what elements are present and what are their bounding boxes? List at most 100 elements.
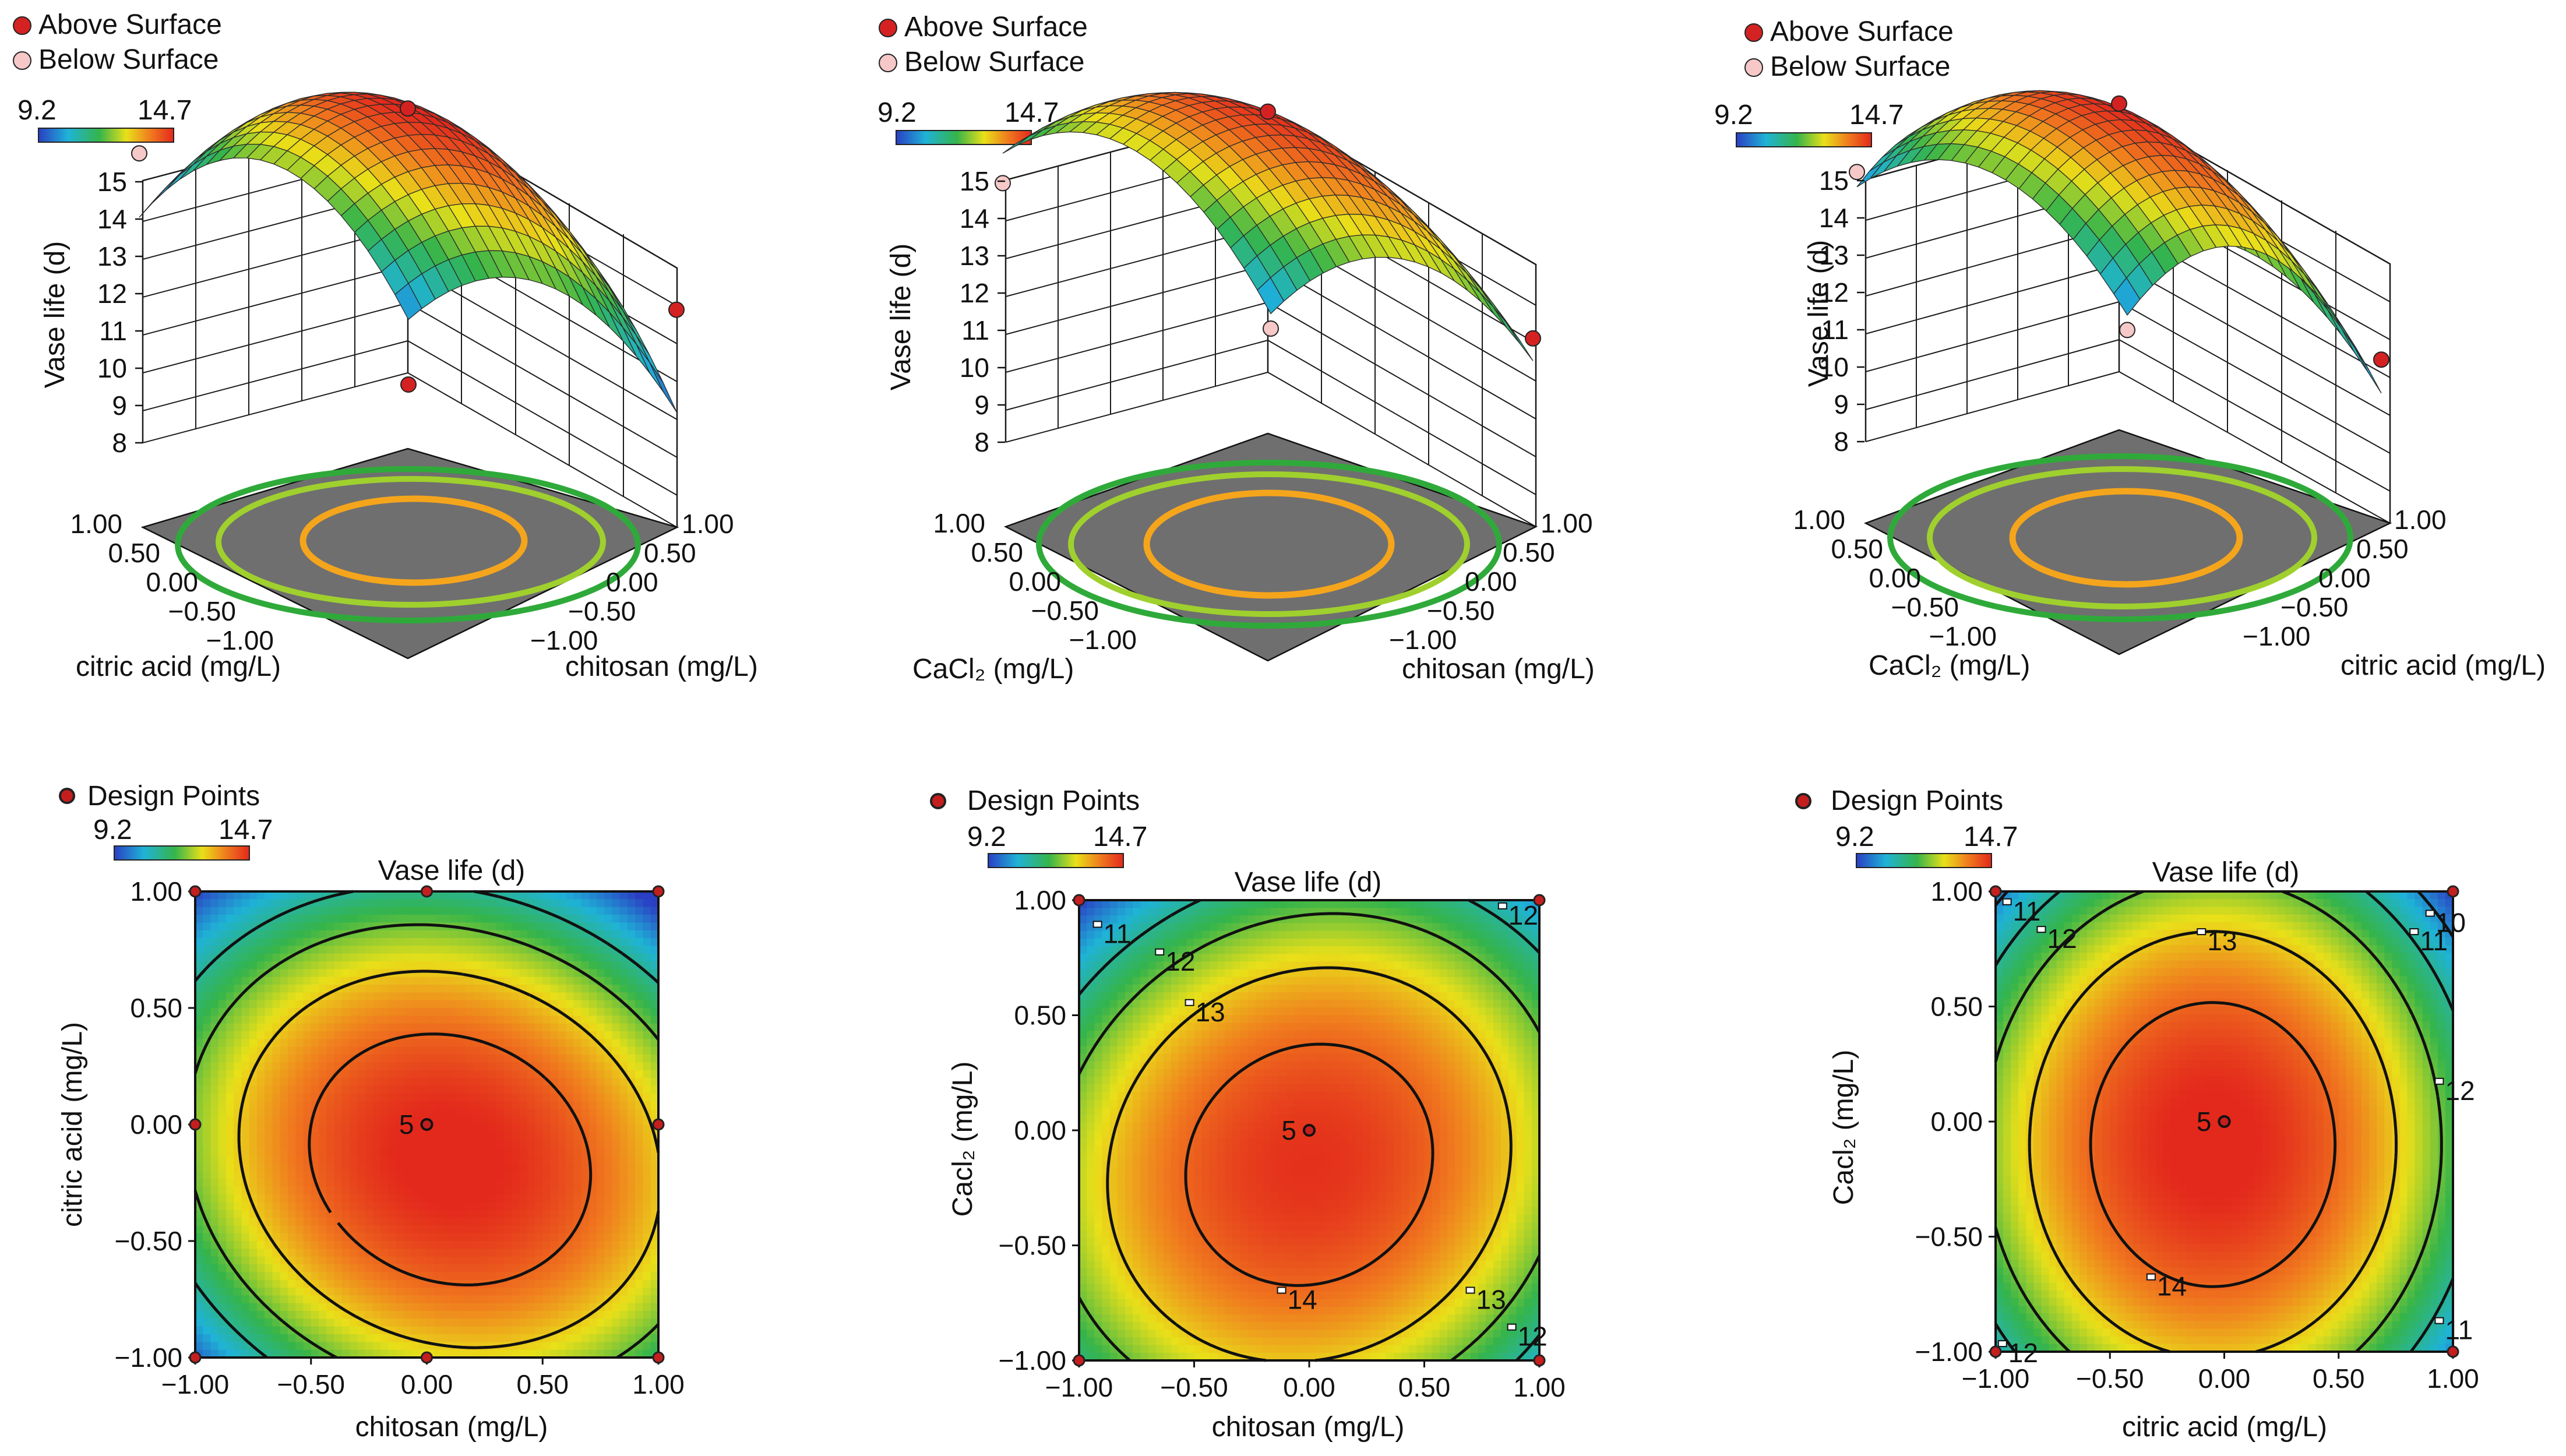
heat-cell	[272, 976, 281, 985]
heat-cell	[450, 946, 459, 954]
heat-cell	[496, 1023, 505, 1032]
design-point	[1525, 330, 1541, 347]
heat-cell	[280, 1093, 288, 1102]
heat-cell	[272, 1163, 281, 1172]
heat-cell	[210, 1140, 219, 1148]
heat-cell	[635, 1179, 644, 1187]
heat-cell	[473, 1264, 481, 1272]
heat-cell	[303, 1078, 312, 1086]
heat-cell	[210, 976, 219, 985]
heat-cell	[588, 1202, 597, 1211]
heat-cell	[218, 1334, 227, 1342]
heat-cell	[473, 1093, 481, 1102]
heat-cell	[411, 1218, 420, 1226]
heat-cell	[295, 1171, 304, 1179]
heat-cell	[643, 915, 651, 923]
heat-cell	[388, 1046, 397, 1055]
heat-cell	[257, 1334, 265, 1342]
heat-cell	[241, 1155, 250, 1164]
heat-cell	[597, 1062, 605, 1071]
heat-cell	[512, 922, 520, 931]
heat-cell	[434, 1148, 443, 1156]
heat-cell	[241, 1124, 250, 1133]
heat-cell	[465, 1202, 474, 1211]
heat-cell	[597, 1318, 605, 1327]
heat-cell	[550, 985, 559, 993]
heat-cell	[488, 1326, 497, 1335]
heat-cell	[319, 1000, 327, 1009]
heat-cell	[249, 992, 258, 1001]
heat-cell	[612, 1070, 621, 1078]
heat-cell	[535, 1116, 543, 1125]
heat-cell	[481, 1303, 489, 1312]
heat-cell	[558, 1116, 566, 1125]
heat-cell	[481, 1140, 489, 1148]
heat-cell	[319, 1062, 327, 1071]
heat-cell	[350, 1163, 358, 1172]
heat-cell	[380, 1124, 389, 1133]
heat-cell	[457, 1179, 466, 1187]
heat-cell	[396, 1070, 404, 1078]
heat-cell	[457, 946, 466, 954]
y-tick-label: 1.00	[1793, 505, 1845, 535]
heat-cell	[403, 1023, 412, 1032]
heat-cell	[203, 1249, 212, 1257]
heat-cell	[334, 1116, 343, 1125]
heat-cell	[380, 1023, 389, 1032]
heat-cell	[573, 1256, 582, 1265]
heat-cell	[341, 1124, 350, 1133]
heat-cell	[288, 961, 296, 970]
heat-cell	[403, 1046, 412, 1055]
heat-cell	[473, 1272, 481, 1281]
heat-cell	[527, 961, 535, 970]
heat-cell	[504, 953, 512, 962]
y-tick-label: 0.00	[130, 1109, 182, 1140]
heat-cell	[496, 1070, 505, 1078]
heat-cell	[481, 1225, 489, 1234]
heat-cell	[357, 1016, 366, 1024]
heat-cell	[218, 899, 227, 908]
heat-cell	[581, 1233, 590, 1242]
heat-cell	[496, 922, 505, 931]
heat-cell	[311, 1334, 319, 1342]
heat-cell	[450, 976, 459, 985]
heat-cell	[573, 1171, 582, 1179]
heat-cell	[473, 1101, 481, 1109]
heat-cell	[203, 899, 212, 908]
heat-cell	[619, 1163, 628, 1172]
heat-cell	[481, 1334, 489, 1342]
heat-cell	[403, 938, 412, 946]
heat-cell	[280, 899, 288, 908]
heat-cell	[604, 976, 613, 985]
heat-cell	[465, 1016, 474, 1024]
heat-cell	[365, 1279, 373, 1288]
heat-cell	[203, 1256, 212, 1265]
heat-cell	[334, 1078, 343, 1086]
heat-cell	[619, 1194, 628, 1203]
heat-cell	[619, 891, 628, 900]
heat-cell	[341, 969, 350, 978]
heat-cell	[519, 1124, 528, 1133]
heat-cell	[442, 976, 450, 985]
heat-cell	[288, 1124, 296, 1133]
heat-cell	[419, 1039, 428, 1048]
heat-cell	[581, 1109, 590, 1117]
heat-cell	[457, 1288, 466, 1296]
heat-cell	[450, 1163, 459, 1172]
heat-cell	[226, 969, 234, 978]
heat-cell	[550, 1062, 559, 1071]
heat-cell	[226, 1241, 234, 1249]
heat-cell	[450, 1272, 459, 1281]
heat-cell	[210, 1210, 219, 1218]
heat-cell	[566, 969, 574, 978]
heat-cell	[450, 930, 459, 939]
heat-cell	[512, 1171, 520, 1179]
heat-cell	[403, 1039, 412, 1048]
heat-cell	[341, 1046, 350, 1055]
heat-cell	[265, 946, 273, 954]
heat-cell	[210, 1272, 219, 1281]
heat-cell	[272, 1171, 281, 1179]
heat-cell	[481, 1124, 489, 1133]
heat-cell	[280, 1101, 288, 1109]
heat-cell	[334, 1210, 343, 1218]
